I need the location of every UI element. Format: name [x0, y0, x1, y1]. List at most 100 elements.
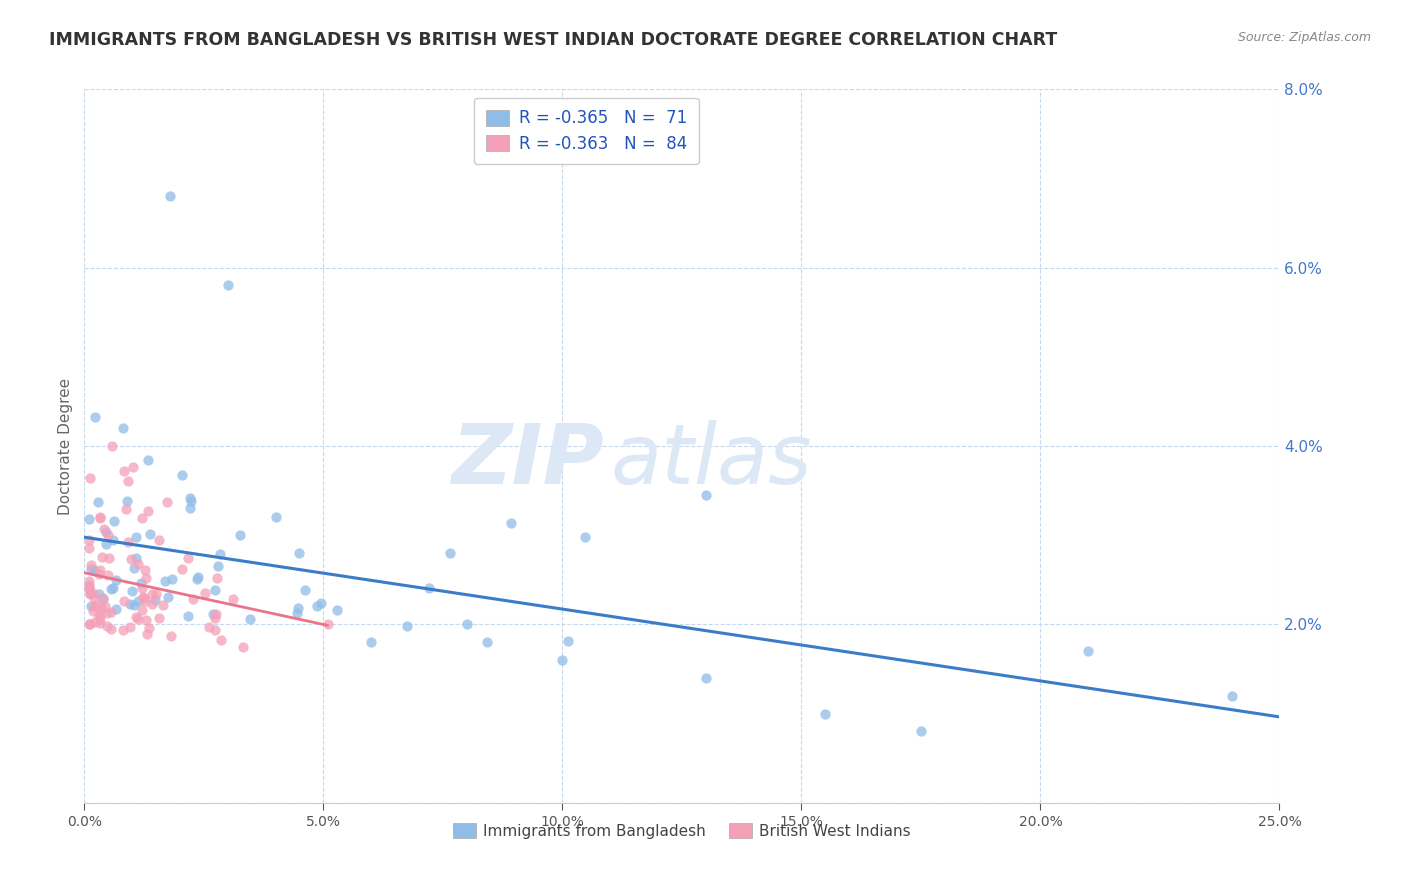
- Point: [104, 602, 127, 616]
- Point: [94, 537, 117, 551]
- Point: [101, 439, 124, 453]
- Point: [80, 562, 103, 576]
- Point: [125, 529, 148, 543]
- Point: [100, 582, 122, 596]
- Point: [97, 567, 120, 582]
- Point: [135, 614, 157, 628]
- Point: [695, 671, 717, 685]
- Point: [134, 594, 156, 608]
- Point: [127, 612, 149, 626]
- Point: [499, 516, 522, 530]
- Point: [177, 551, 200, 566]
- Point: [93, 522, 115, 536]
- Point: [326, 603, 349, 617]
- Point: [170, 562, 193, 576]
- Point: [910, 724, 932, 739]
- Point: [285, 606, 308, 620]
- Point: [77, 541, 100, 556]
- Point: [127, 594, 149, 608]
- Point: [77, 533, 100, 548]
- Point: [264, 510, 287, 524]
- Point: [1220, 689, 1243, 703]
- Point: [202, 607, 225, 621]
- Point: [100, 605, 122, 619]
- Point: [557, 633, 579, 648]
- Point: [90, 600, 112, 615]
- Point: [117, 474, 139, 488]
- Point: [239, 612, 262, 626]
- Point: [132, 591, 155, 605]
- Point: [129, 576, 152, 591]
- Point: [156, 495, 179, 509]
- Point: [156, 590, 179, 604]
- Point: [94, 525, 117, 540]
- Point: [145, 587, 167, 601]
- Point: [148, 533, 170, 547]
- Point: [117, 494, 139, 508]
- Point: [456, 617, 478, 632]
- Text: IMMIGRANTS FROM BANGLADESH VS BRITISH WEST INDIAN DOCTORATE DEGREE CORRELATION C: IMMIGRANTS FROM BANGLADESH VS BRITISH WE…: [49, 31, 1057, 49]
- Text: ZIP: ZIP: [451, 420, 605, 500]
- Point: [131, 603, 153, 617]
- Point: [229, 528, 252, 542]
- Point: [135, 571, 157, 585]
- Point: [205, 571, 228, 585]
- Point: [160, 629, 183, 643]
- Point: [396, 619, 419, 633]
- Point: [131, 582, 153, 596]
- Point: [98, 551, 121, 566]
- Point: [77, 582, 100, 596]
- Point: [89, 607, 111, 621]
- Point: [209, 633, 232, 648]
- Point: [141, 597, 163, 611]
- Point: [179, 501, 201, 516]
- Point: [82, 604, 104, 618]
- Point: [136, 503, 159, 517]
- Point: [155, 574, 177, 588]
- Text: Source: ZipAtlas.com: Source: ZipAtlas.com: [1237, 31, 1371, 45]
- Point: [89, 616, 111, 631]
- Point: [87, 609, 110, 624]
- Point: [187, 570, 209, 584]
- Point: [114, 502, 136, 516]
- Point: [84, 409, 107, 424]
- Point: [232, 640, 254, 655]
- Point: [179, 491, 201, 505]
- Point: [288, 546, 311, 560]
- Point: [86, 495, 108, 509]
- Point: [439, 546, 461, 560]
- Point: [89, 563, 111, 577]
- Point: [204, 583, 226, 598]
- Point: [91, 592, 114, 607]
- Point: [105, 573, 128, 587]
- Point: [83, 599, 105, 614]
- Point: [77, 578, 100, 592]
- Point: [118, 598, 141, 612]
- Point: [143, 593, 166, 607]
- Point: [1077, 644, 1099, 658]
- Point: [418, 581, 440, 595]
- Point: [112, 464, 135, 478]
- Point: [83, 591, 105, 606]
- Point: [814, 706, 837, 721]
- Point: [204, 610, 226, 624]
- Point: [79, 586, 101, 600]
- Point: [209, 547, 232, 561]
- Point: [136, 452, 159, 467]
- Point: [695, 488, 717, 502]
- Point: [148, 611, 170, 625]
- Point: [138, 621, 160, 635]
- Point: [204, 624, 226, 638]
- Point: [475, 634, 498, 648]
- Point: [181, 592, 204, 607]
- Point: [111, 624, 134, 638]
- Point: [124, 610, 146, 624]
- Point: [139, 527, 162, 541]
- Point: [79, 586, 101, 600]
- Point: [316, 616, 339, 631]
- Point: [100, 622, 122, 636]
- Point: [112, 593, 135, 607]
- Point: [311, 596, 333, 610]
- Point: [87, 587, 110, 601]
- Point: [83, 562, 105, 576]
